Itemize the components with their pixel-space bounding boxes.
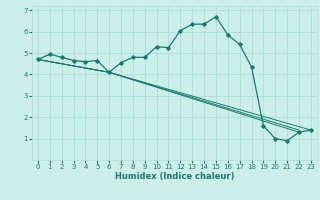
X-axis label: Humidex (Indice chaleur): Humidex (Indice chaleur) [115, 172, 234, 181]
